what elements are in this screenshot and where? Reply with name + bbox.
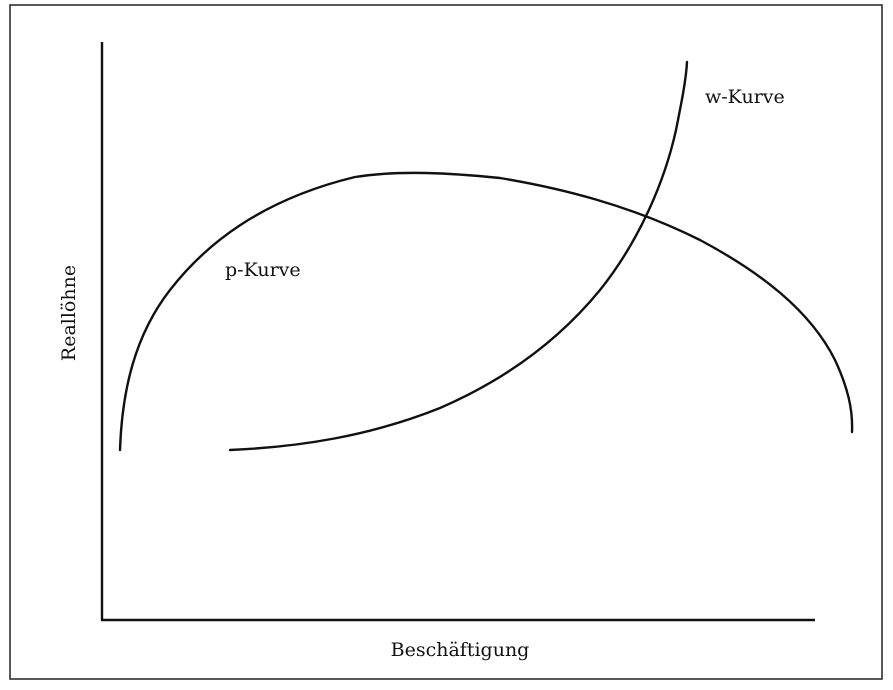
w-curve — [228, 60, 689, 452]
y-axis-label: Reallöhne — [58, 265, 80, 361]
x-axis-label: Beschäftigung — [391, 639, 530, 661]
w-curve-label: w-Kurve — [705, 86, 785, 108]
p-curve — [118, 171, 854, 452]
p-curve-label: p-Kurve — [225, 259, 301, 281]
frame — [9, 4, 883, 680]
